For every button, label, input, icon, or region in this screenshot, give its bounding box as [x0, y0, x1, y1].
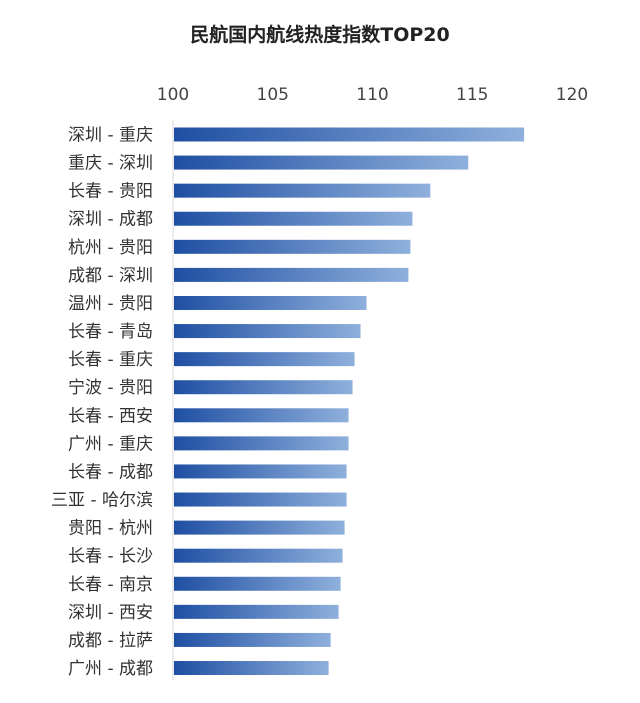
category-label: 长春 - 贵阳 [68, 182, 153, 202]
bar [174, 211, 413, 226]
bar [174, 352, 355, 367]
bar [174, 576, 341, 591]
category-label: 深圳 - 西安 [68, 603, 153, 623]
bar [174, 604, 339, 619]
bar [174, 127, 525, 142]
chart-title: 民航国内航线热度指数TOP20 [190, 24, 450, 46]
category-label: 杭州 - 贵阳 [68, 238, 153, 258]
x-tick-label: 110 [356, 85, 388, 105]
bar [174, 548, 343, 563]
bar [174, 267, 409, 282]
category-label: 深圳 - 重庆 [68, 126, 153, 146]
axis-layer: 100 105 110 115 120 [157, 85, 588, 680]
bar [174, 436, 349, 451]
category-label: 长春 - 成都 [68, 462, 153, 482]
category-label: 长春 - 西安 [68, 406, 153, 426]
category-label: 长春 - 长沙 [68, 547, 153, 567]
category-label: 宁波 - 贵阳 [68, 378, 153, 398]
bar [174, 661, 329, 676]
category-label: 温州 - 贵阳 [68, 294, 153, 314]
category-label: 长春 - 南京 [68, 575, 153, 595]
bar [174, 239, 411, 254]
bar [174, 324, 361, 339]
category-label: 成都 - 深圳 [68, 266, 153, 286]
category-label: 广州 - 重庆 [68, 434, 153, 454]
bar [174, 183, 431, 198]
category-label: 成都 - 拉萨 [68, 631, 153, 651]
category-label: 长春 - 重庆 [68, 350, 153, 370]
category-label: 广州 - 成都 [68, 659, 153, 679]
bar [174, 380, 353, 395]
x-tick-label: 100 [157, 85, 189, 105]
x-tick-label: 115 [456, 85, 488, 105]
bar [174, 464, 347, 479]
bar-layer [174, 127, 525, 676]
category-label: 深圳 - 成都 [68, 210, 153, 230]
bar [174, 492, 347, 507]
category-label: 三亚 - 哈尔滨 [51, 491, 153, 511]
category-label: 长春 - 青岛 [68, 322, 153, 342]
bar [174, 155, 469, 170]
category-label: 贵阳 - 杭州 [68, 519, 153, 539]
bar [174, 520, 345, 535]
bar [174, 632, 331, 647]
category-label: 重庆 - 深圳 [68, 154, 153, 174]
bar [174, 408, 349, 423]
x-tick-label: 120 [556, 85, 588, 105]
bar [174, 295, 367, 310]
x-tick-label: 105 [257, 85, 289, 105]
